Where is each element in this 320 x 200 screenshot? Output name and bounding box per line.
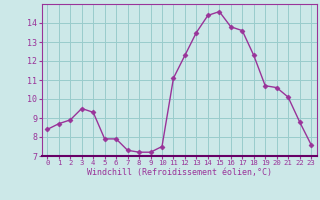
X-axis label: Windchill (Refroidissement éolien,°C): Windchill (Refroidissement éolien,°C)	[87, 168, 272, 177]
